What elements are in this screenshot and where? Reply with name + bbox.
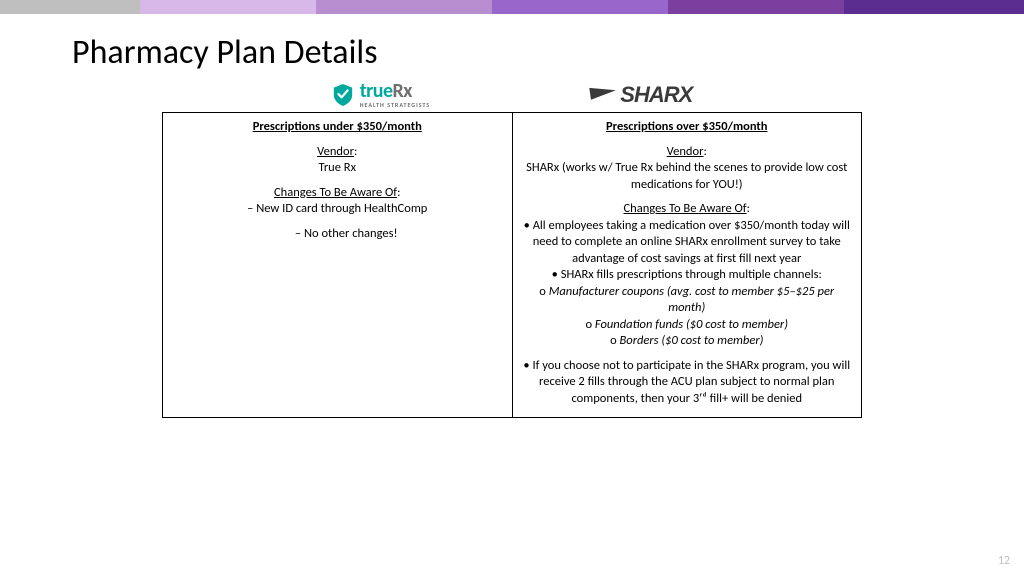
- left-vendor-value: True Rx: [319, 160, 357, 175]
- list-item: Borders ($0 cost to member): [523, 333, 852, 350]
- right-bullets: All employees taking a medication over $…: [523, 218, 852, 284]
- left-changes-list: New ID card through HealthComp: [173, 201, 502, 218]
- truerx-wordmark: trueRx: [360, 81, 431, 101]
- list-item: No other changes!: [191, 226, 502, 243]
- top-color-bar: [0, 0, 1024, 14]
- list-item: New ID card through HealthComp: [173, 201, 502, 218]
- list-item: Manufacturer coupons (avg. cost to membe…: [523, 284, 852, 317]
- right-changes-label: Changes To Be Aware Of: [624, 201, 747, 216]
- left-header: Prescriptions under $350/month: [173, 119, 502, 136]
- list-item: SHARx fills prescriptions through multip…: [523, 267, 852, 284]
- comparison-table: Prescriptions under $350/month Vendor: T…: [162, 112, 862, 418]
- right-column: Prescriptions over $350/month Vendor: SH…: [512, 113, 862, 418]
- list-item: All employees taking a medication over $…: [523, 218, 852, 268]
- right-final: If you choose not to participate in the …: [523, 358, 852, 408]
- sharx-logo: SHARX: [620, 82, 692, 108]
- right-header: Prescriptions over $350/month: [523, 119, 852, 136]
- right-vendor-value: SHARx (works w/ True Rx behind the scene…: [526, 160, 847, 192]
- list-item: If you choose not to participate in the …: [523, 358, 852, 408]
- right-channels: Manufacturer coupons (avg. cost to membe…: [523, 284, 852, 350]
- logos-row: trueRx HEALTH STRATEGISTS SHARX: [0, 81, 1024, 108]
- truerx-tagline: HEALTH STRATEGISTS: [360, 102, 431, 108]
- page-title: Pharmacy Plan Details: [72, 32, 1024, 73]
- page-number: 12: [998, 554, 1010, 568]
- left-subchanges-list: No other changes!: [191, 226, 502, 243]
- truerx-logo: trueRx HEALTH STRATEGISTS: [332, 81, 431, 108]
- right-vendor-label: Vendor: [667, 144, 704, 159]
- left-changes-label: Changes To Be Aware Of: [274, 185, 397, 200]
- list-item: Foundation funds ($0 cost to member): [523, 317, 852, 334]
- left-vendor-label: Vendor: [317, 144, 354, 159]
- left-column: Prescriptions under $350/month Vendor: T…: [163, 113, 513, 418]
- shield-icon: [332, 83, 354, 107]
